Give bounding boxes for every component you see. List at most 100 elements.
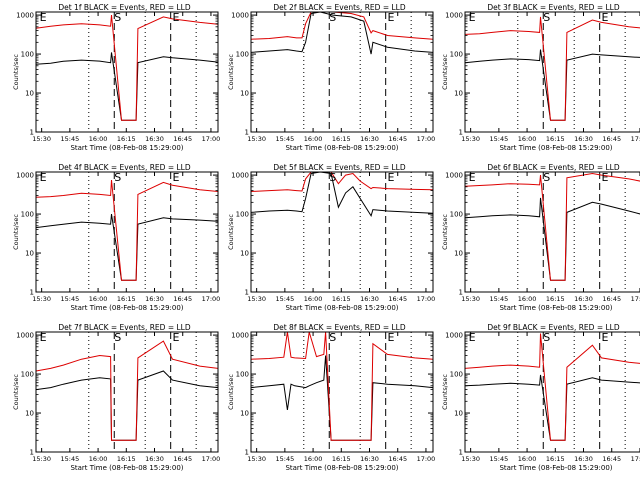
y-tick-label: 1 xyxy=(245,449,249,457)
x-tick-label: 16:45 xyxy=(602,455,621,463)
series-line-lld xyxy=(36,15,218,121)
marker-label: E xyxy=(173,11,180,24)
x-tick-label: 16:00 xyxy=(304,295,323,303)
x-tick-label: 16:00 xyxy=(89,295,108,303)
x-tick-label: 15:45 xyxy=(60,135,79,143)
marker-label: S xyxy=(329,171,336,184)
x-tick-label: 15:45 xyxy=(275,135,294,143)
y-tick-label: 1 xyxy=(30,289,34,297)
y-axis-label: Counts/sec xyxy=(227,54,235,90)
x-tick-label: 16:30 xyxy=(145,455,164,463)
x-tick-label: 16:45 xyxy=(173,135,192,143)
x-tick-label: 16:15 xyxy=(332,295,351,303)
panel-title: Det 9f BLACK = Events, RED = LLD xyxy=(487,323,620,332)
plot-frame xyxy=(464,171,640,293)
x-tick-label: 17:00 xyxy=(631,455,640,463)
y-tick-label: 100 xyxy=(21,51,34,59)
y-tick-label: 100 xyxy=(236,211,249,219)
x-tick-label: 17:00 xyxy=(417,455,436,463)
panel-title: Det 8f BLACK = Events, RED = LLD xyxy=(273,323,406,332)
series-line-lld xyxy=(251,332,433,441)
x-tick-label: 16:15 xyxy=(117,295,136,303)
panel-title: Det 3f BLACK = Events, RED = LLD xyxy=(487,3,620,12)
marker-label: E xyxy=(173,171,180,184)
x-axis-label: Start Time (08-Feb-08 15:29:00) xyxy=(499,464,612,472)
panel-title: Det 7f BLACK = Events, RED = LLD xyxy=(58,323,191,332)
x-tick-label: 16:00 xyxy=(89,135,108,143)
marker-label: E xyxy=(40,171,47,184)
x-tick-label: 17:00 xyxy=(417,295,436,303)
x-tick-label: 17:00 xyxy=(202,455,221,463)
x-tick-label: 16:45 xyxy=(602,295,621,303)
series-line-events xyxy=(251,172,433,218)
y-axis-label: Counts/sec xyxy=(227,214,235,250)
x-tick-label: 16:45 xyxy=(388,455,407,463)
x-tick-label: 16:30 xyxy=(360,135,379,143)
marker-label: S xyxy=(543,331,550,344)
x-axis-label: Start Time (08-Feb-08 15:29:00) xyxy=(285,304,398,312)
series-line-lld xyxy=(36,179,218,281)
marker-label: E xyxy=(40,331,47,344)
x-axis-label: Start Time (08-Feb-08 15:29:00) xyxy=(499,304,612,312)
x-tick-label: 15:45 xyxy=(489,295,508,303)
x-tick-label: 16:15 xyxy=(332,455,351,463)
y-tick-label: 1 xyxy=(245,289,249,297)
series-line-events xyxy=(465,374,640,441)
marker-label: E xyxy=(469,331,476,344)
marker-label: S xyxy=(543,11,550,24)
x-tick-label: 16:00 xyxy=(304,135,323,143)
x-tick-label: 16:45 xyxy=(173,295,192,303)
y-tick-label: 100 xyxy=(450,211,463,219)
series-line-events xyxy=(36,214,218,281)
x-tick-label: 17:00 xyxy=(202,295,221,303)
x-tick-label: 15:30 xyxy=(32,455,51,463)
y-tick-label: 100 xyxy=(236,51,249,59)
x-tick-label: 15:30 xyxy=(32,295,51,303)
marker-label: S xyxy=(114,171,121,184)
x-tick-label: 16:30 xyxy=(360,295,379,303)
series-line-lld xyxy=(465,172,640,281)
y-tick-label: 100 xyxy=(450,371,463,379)
series-line-events xyxy=(251,355,433,441)
plot-frame xyxy=(35,11,219,133)
y-axis-label: Counts/sec xyxy=(12,54,20,90)
x-tick-label: 16:15 xyxy=(117,135,136,143)
y-axis-label: Counts/sec xyxy=(441,214,449,250)
panel-title: Det 1f BLACK = Events, RED = LLD xyxy=(58,3,191,12)
x-tick-label: 16:00 xyxy=(518,455,537,463)
x-tick-label: 16:30 xyxy=(145,295,164,303)
series-line-lld xyxy=(465,16,640,121)
x-axis-label: Start Time (08-Feb-08 15:29:00) xyxy=(70,144,183,152)
x-tick-label: 16:45 xyxy=(388,135,407,143)
y-tick-label: 1000 xyxy=(16,12,34,20)
series-line-events xyxy=(251,12,433,55)
x-tick-label: 16:30 xyxy=(574,455,593,463)
plot-frame xyxy=(464,331,640,453)
marker-label: E xyxy=(388,171,395,184)
plot-frame xyxy=(35,171,219,293)
marker-label: E xyxy=(602,11,609,24)
y-tick-label: 1 xyxy=(459,129,463,137)
y-tick-label: 10 xyxy=(454,250,463,258)
series-line-events xyxy=(36,370,218,441)
y-tick-label: 10 xyxy=(25,250,34,258)
y-axis-label: Counts/sec xyxy=(441,374,449,410)
x-tick-label: 17:00 xyxy=(631,135,640,143)
marker-label: S xyxy=(543,171,550,184)
series-line-events xyxy=(465,49,640,121)
x-tick-label: 16:30 xyxy=(574,295,593,303)
x-tick-label: 16:30 xyxy=(360,455,379,463)
panel-title: Det 5f BLACK = Events, RED = LLD xyxy=(273,163,406,172)
marker-label: E xyxy=(388,331,395,344)
x-axis-label: Start Time (08-Feb-08 15:29:00) xyxy=(499,144,612,152)
y-tick-label: 1 xyxy=(459,449,463,457)
y-tick-label: 1000 xyxy=(16,172,34,180)
marker-label: S xyxy=(329,331,336,344)
x-tick-label: 15:30 xyxy=(247,135,266,143)
panel-title: Det 2f BLACK = Events, RED = LLD xyxy=(273,3,406,12)
x-tick-label: 15:30 xyxy=(461,455,480,463)
plot-frame xyxy=(250,331,434,453)
